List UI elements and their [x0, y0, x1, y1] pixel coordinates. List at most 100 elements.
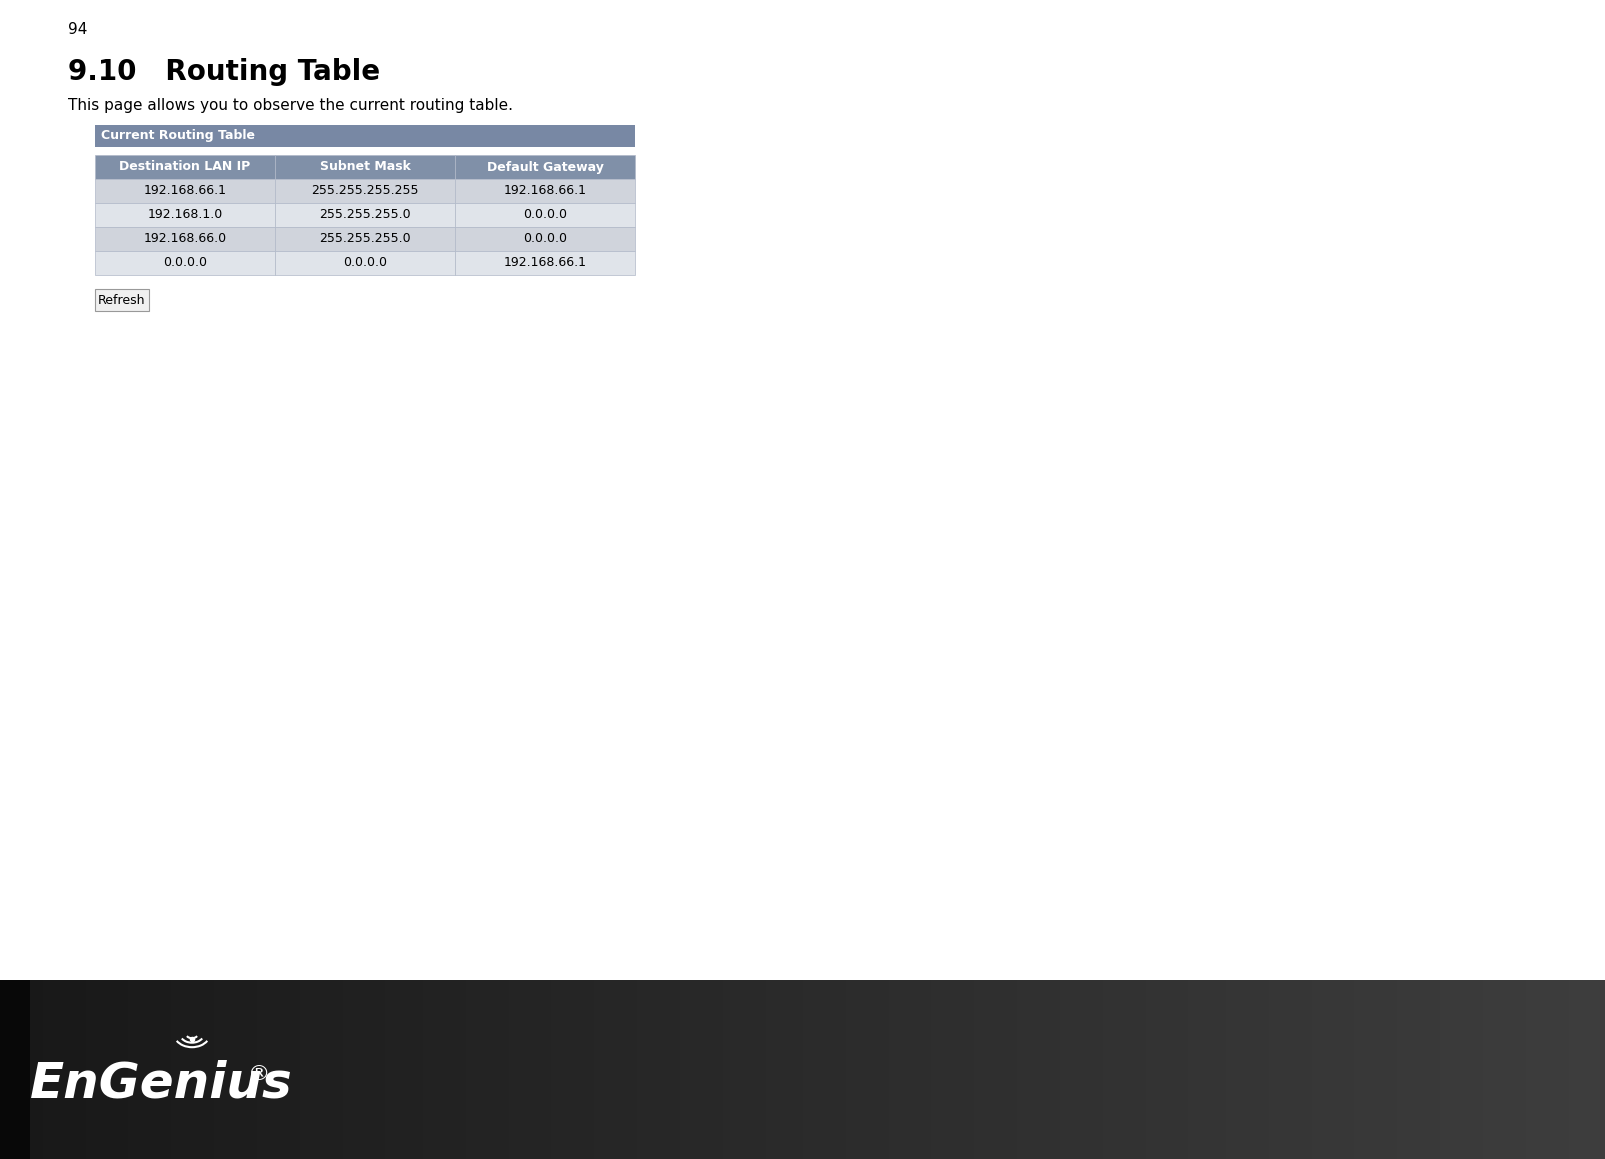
Bar	[274, 203, 454, 227]
Bar	[117, 981, 124, 1159]
Bar	[454, 252, 634, 275]
Text: 255.255.255.0: 255.255.255.0	[319, 233, 411, 246]
Text: 255.255.255.0: 255.255.255.0	[319, 209, 411, 221]
Bar	[1456, 981, 1462, 1159]
Bar	[1135, 981, 1141, 1159]
Bar	[1220, 981, 1226, 1159]
Bar	[21, 981, 27, 1159]
Bar	[631, 981, 637, 1159]
Bar	[337, 981, 343, 1159]
Bar	[294, 981, 300, 1159]
Bar	[1160, 981, 1167, 1159]
Bar	[706, 981, 713, 1159]
Bar	[493, 981, 499, 1159]
Bar	[358, 981, 364, 1159]
Bar	[95, 178, 274, 203]
Bar	[257, 981, 263, 1159]
Bar	[27, 981, 34, 1159]
Text: 192.168.66.0: 192.168.66.0	[143, 233, 226, 246]
Bar	[647, 981, 653, 1159]
Bar	[477, 981, 483, 1159]
Bar	[1546, 981, 1552, 1159]
Bar	[1119, 981, 1125, 1159]
Bar	[888, 981, 894, 1159]
Bar	[1054, 981, 1061, 1159]
Bar	[1257, 981, 1263, 1159]
Bar	[230, 981, 236, 1159]
Bar	[128, 981, 135, 1159]
Bar	[401, 981, 408, 1159]
Bar	[1589, 981, 1595, 1159]
Bar	[374, 981, 380, 1159]
Bar	[915, 981, 921, 1159]
Bar	[1295, 981, 1302, 1159]
Bar	[1578, 981, 1584, 1159]
Bar	[823, 981, 830, 1159]
Bar	[380, 981, 387, 1159]
Bar	[1573, 981, 1579, 1159]
Bar	[642, 981, 648, 1159]
Bar	[274, 227, 454, 252]
Bar	[775, 981, 782, 1159]
Bar	[1176, 981, 1183, 1159]
Bar	[274, 178, 454, 203]
Bar	[252, 981, 258, 1159]
Bar	[1080, 981, 1087, 1159]
Bar	[931, 981, 937, 1159]
Bar	[48, 981, 55, 1159]
Text: Destination LAN IP: Destination LAN IP	[119, 160, 250, 174]
Bar	[96, 981, 103, 1159]
Bar	[1103, 981, 1109, 1159]
Bar	[701, 981, 708, 1159]
Bar	[454, 203, 634, 227]
Bar	[1461, 981, 1467, 1159]
Text: 192.168.1.0: 192.168.1.0	[148, 209, 223, 221]
Bar	[1364, 981, 1371, 1159]
Bar	[1038, 981, 1045, 1159]
Bar	[305, 981, 311, 1159]
Text: 0.0.0.0: 0.0.0.0	[523, 233, 567, 246]
Bar	[1144, 981, 1151, 1159]
Bar	[690, 981, 697, 1159]
Bar	[626, 981, 632, 1159]
Bar	[85, 981, 91, 1159]
Bar	[209, 981, 215, 1159]
Bar	[1091, 981, 1098, 1159]
Bar	[855, 981, 862, 1159]
Bar	[1493, 981, 1499, 1159]
Bar	[1428, 981, 1435, 1159]
Bar	[0, 981, 6, 1159]
Bar	[95, 227, 274, 252]
Bar	[385, 981, 392, 1159]
Bar	[867, 981, 873, 1159]
Bar	[1311, 981, 1318, 1159]
Bar	[1321, 981, 1327, 1159]
Bar	[321, 981, 327, 1159]
Bar	[193, 981, 199, 1159]
Bar	[743, 981, 750, 1159]
Bar	[883, 981, 889, 1159]
Bar	[502, 981, 509, 1159]
Bar	[64, 981, 71, 1159]
Bar	[878, 981, 884, 1159]
Bar	[1048, 981, 1054, 1159]
Text: This page allows you to observe the current routing table.: This page allows you to observe the curr…	[67, 99, 512, 112]
Text: Subnet Mask: Subnet Mask	[319, 160, 411, 174]
Bar	[727, 981, 733, 1159]
Bar	[846, 981, 852, 1159]
Bar	[278, 981, 284, 1159]
Bar	[1140, 981, 1146, 1159]
Bar	[1059, 981, 1066, 1159]
Bar	[910, 981, 916, 1159]
Bar	[974, 981, 981, 1159]
Bar	[984, 981, 990, 1159]
Bar	[1348, 981, 1355, 1159]
Text: 9.10   Routing Table: 9.10 Routing Table	[67, 58, 380, 86]
Bar	[509, 981, 515, 1159]
Bar	[1156, 981, 1162, 1159]
Bar	[1600, 981, 1605, 1159]
Bar	[1000, 981, 1006, 1159]
Bar	[1231, 981, 1237, 1159]
Text: 0.0.0.0: 0.0.0.0	[343, 256, 387, 270]
Bar	[518, 981, 525, 1159]
